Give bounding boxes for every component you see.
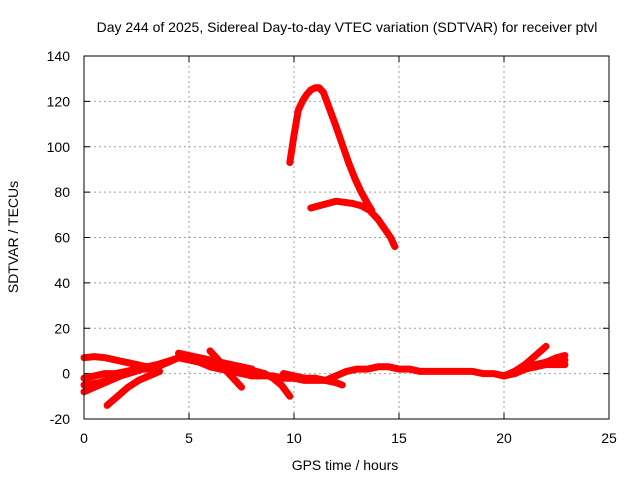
plot-frame [83, 55, 610, 420]
x-tick-label: 20 [496, 430, 512, 446]
x-tick-label: 25 [601, 430, 617, 446]
y-tick-label: 40 [54, 275, 70, 291]
x-tick-label: 0 [80, 430, 88, 446]
y-tick-label: 60 [54, 230, 70, 246]
series-line-1 [286, 84, 376, 214]
series-line-14 [532, 352, 569, 371]
y-tick-label: 0 [62, 366, 70, 382]
y-tick-label: 100 [47, 139, 71, 155]
y-tick-label: 140 [47, 48, 71, 64]
series-line-4 [80, 353, 151, 371]
y-tick-label: -20 [50, 411, 70, 427]
series-line-2 [307, 197, 399, 251]
series-line-10 [235, 363, 294, 400]
x-tick-label: 5 [185, 430, 193, 446]
y-tick-label: 20 [54, 320, 70, 336]
y-axis-label: SDTVAR / TECUs [5, 181, 21, 293]
series-group [80, 84, 569, 409]
series-line-11 [280, 370, 346, 389]
x-tick-label: 10 [286, 430, 302, 446]
x-tick-label: 15 [391, 430, 407, 446]
x-axis-label: GPS time / hours [292, 457, 399, 473]
y-tick-label: 120 [47, 93, 71, 109]
series-line-9 [206, 347, 245, 391]
series-line-12 [500, 342, 550, 380]
series-line-7 [80, 352, 189, 389]
y-tick-label: 80 [54, 184, 70, 200]
series-line-6 [103, 367, 164, 409]
chart-title: Day 244 of 2025, Sidereal Day-to-day VTE… [97, 19, 598, 35]
